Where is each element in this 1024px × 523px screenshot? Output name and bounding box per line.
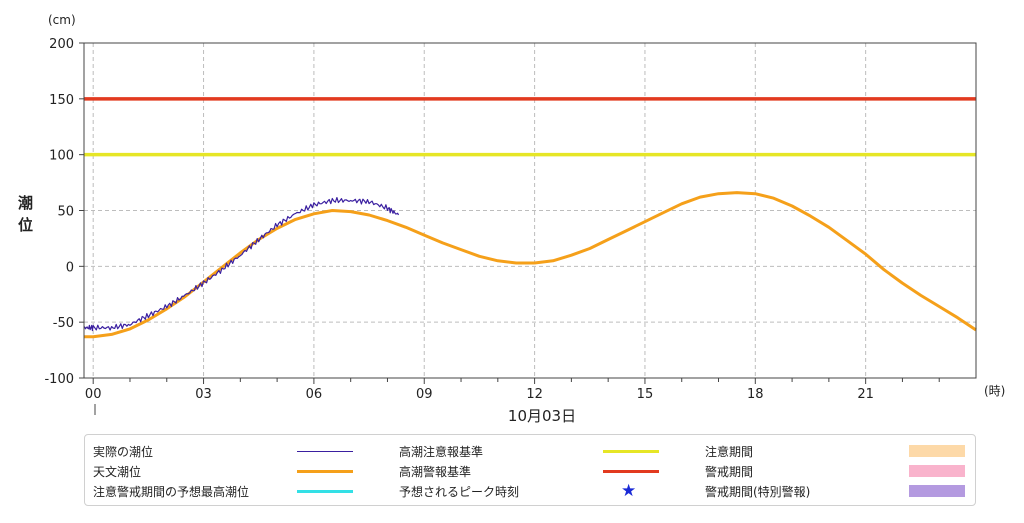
legend-line-swatch [297, 489, 353, 493]
y-tick-label: -100 [44, 372, 74, 387]
y-tick-labels: -100 -50 0 50 100 150 200 [44, 37, 84, 387]
grid [84, 43, 976, 378]
y-unit-label: (cm) [48, 13, 76, 27]
legend-label: 実際の潮位 [93, 444, 154, 459]
legend-label: 高潮注意報基準 [399, 444, 484, 459]
legend-label: 天文潮位 [93, 464, 142, 479]
legend: 実際の潮位天文潮位注意警戒期間の予想最高潮位 高潮注意報基準 高潮警報基準予想される… [84, 434, 976, 506]
legend-line-swatch [603, 449, 659, 453]
y-tick-label: 150 [49, 93, 74, 108]
series-layer [83, 191, 977, 339]
x-unit-label: (時) [984, 384, 1005, 398]
legend-rect-swatch [909, 445, 965, 457]
astronomical-tide-line [84, 191, 977, 339]
legend-label: 予想されるピーク時刻 [399, 484, 520, 499]
observed-tide-line [83, 197, 400, 332]
y-tick-label: 0 [66, 260, 74, 275]
y-tick-label: 50 [57, 205, 74, 220]
legend-rect-swatch [909, 465, 965, 477]
x-tick-label: 18 [747, 387, 764, 402]
y-tick-label: 200 [49, 37, 74, 52]
x-tick-label: 12 [526, 387, 543, 402]
legend-label: 注意期間 [705, 444, 754, 459]
x-tick-label: 03 [195, 387, 212, 402]
legend-line-swatch [297, 469, 353, 473]
star-icon: ★ [621, 481, 637, 501]
tide-chart: -100 -50 0 50 100 150 200 00 03 06 09 12 15 18 21 (cm… [18, 13, 1005, 425]
x-tick-label: 06 [306, 387, 323, 402]
x-tick-label: 15 [637, 387, 654, 402]
x-tick-label: 00 [85, 387, 102, 402]
x-tick-label: 09 [416, 387, 433, 402]
legend-label: 高潮警報基準 [399, 464, 472, 479]
legend-label: 警戒期間(特別警報) [705, 484, 811, 499]
legend-label: 注意警戒期間の予想最高潮位 [93, 484, 250, 499]
y-axis-title-char-1: 潮 [18, 194, 33, 212]
x-tick-label: 21 [857, 387, 874, 402]
date-label: 10月03日 [508, 407, 576, 425]
legend-line-swatch [603, 469, 659, 473]
legend-line-swatch [297, 450, 353, 452]
y-tick-label: -50 [53, 316, 74, 331]
threshold-lines [84, 97, 976, 157]
y-axis-title-char-2: 位 [18, 216, 33, 234]
legend-label: 警戒期間 [705, 464, 754, 479]
y-tick-label: 100 [49, 149, 74, 164]
x-tick-labels: 00 03 06 09 12 15 18 21 [85, 378, 940, 402]
legend-rect-swatch [909, 485, 965, 497]
